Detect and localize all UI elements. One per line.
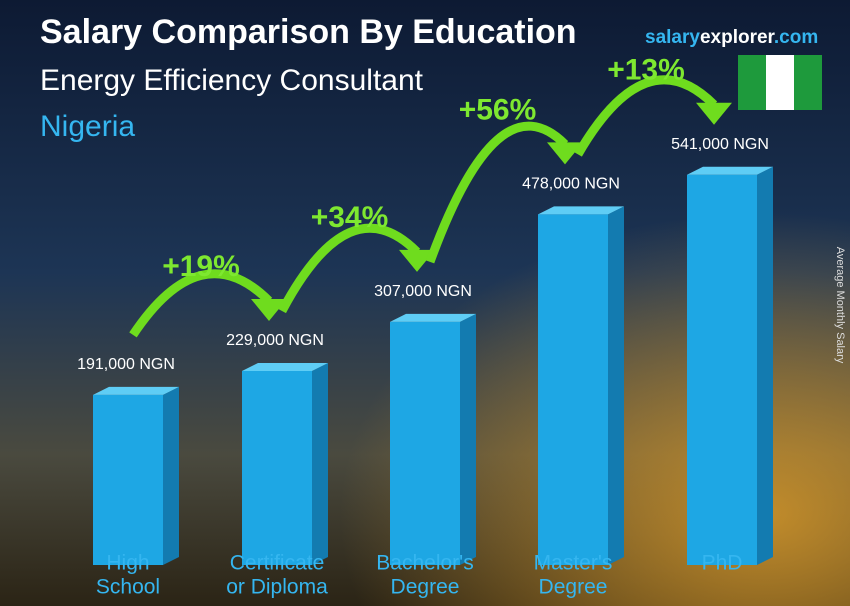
bar-side — [312, 362, 328, 565]
arrow — [129, 269, 273, 338]
chart-title: Salary Comparison By Education — [40, 13, 577, 51]
x-tick-label: PhD — [702, 552, 743, 575]
bar-top — [390, 313, 476, 322]
brand-part: .com — [774, 27, 818, 48]
flag-stripe — [738, 55, 766, 110]
x-tick-label: or Diploma — [226, 576, 328, 599]
bar-top — [538, 206, 624, 215]
x-tick-label: Certificate — [230, 552, 325, 575]
bar — [390, 321, 460, 565]
bar — [242, 370, 312, 565]
data-label: 478,000 NGN — [522, 176, 620, 193]
bar-top — [93, 386, 179, 395]
data-label: 229,000 NGN — [226, 332, 324, 349]
x-tick-label: Bachelor's — [376, 552, 473, 575]
x-tick-label: High — [106, 552, 149, 575]
annotation: +19% — [162, 250, 240, 283]
brand: salaryexplorer.com — [645, 27, 818, 48]
flag — [738, 55, 822, 110]
arrow-head — [547, 142, 583, 165]
bar — [93, 394, 163, 565]
data-label: 307,000 NGN — [374, 283, 472, 300]
annotation: +34% — [311, 201, 389, 234]
brand-part: explorer — [700, 27, 776, 48]
bar-top — [242, 362, 328, 371]
bar-side — [608, 206, 624, 565]
arrow-head — [399, 249, 435, 272]
data-label: 191,000 NGN — [77, 356, 175, 373]
x-tick-label: Degree — [539, 576, 608, 599]
brand-part: salary — [645, 27, 700, 48]
bar-top — [687, 166, 773, 175]
arrow-head — [696, 102, 732, 125]
bar-side — [460, 313, 476, 565]
annotation: +13% — [607, 54, 685, 87]
flag-stripe — [794, 55, 822, 110]
bar-side — [757, 166, 773, 565]
bar — [538, 214, 608, 565]
y-axis-label: Average Monthly Salary — [834, 247, 846, 364]
arrow — [425, 121, 569, 264]
arrow-head — [251, 298, 287, 321]
arrow — [278, 223, 421, 314]
data-label: 541,000 NGN — [671, 136, 769, 153]
flag-stripe — [766, 55, 794, 110]
arrow — [574, 75, 718, 157]
bar — [687, 174, 757, 565]
location: Nigeria — [40, 110, 135, 143]
x-tick-label: Degree — [391, 576, 460, 599]
x-tick-label: Master's — [534, 552, 613, 575]
annotation: +56% — [459, 93, 537, 126]
chart-subtitle: Energy Efficiency Consultant — [40, 64, 424, 97]
x-tick-label: School — [96, 576, 160, 599]
bar-side — [163, 386, 179, 565]
